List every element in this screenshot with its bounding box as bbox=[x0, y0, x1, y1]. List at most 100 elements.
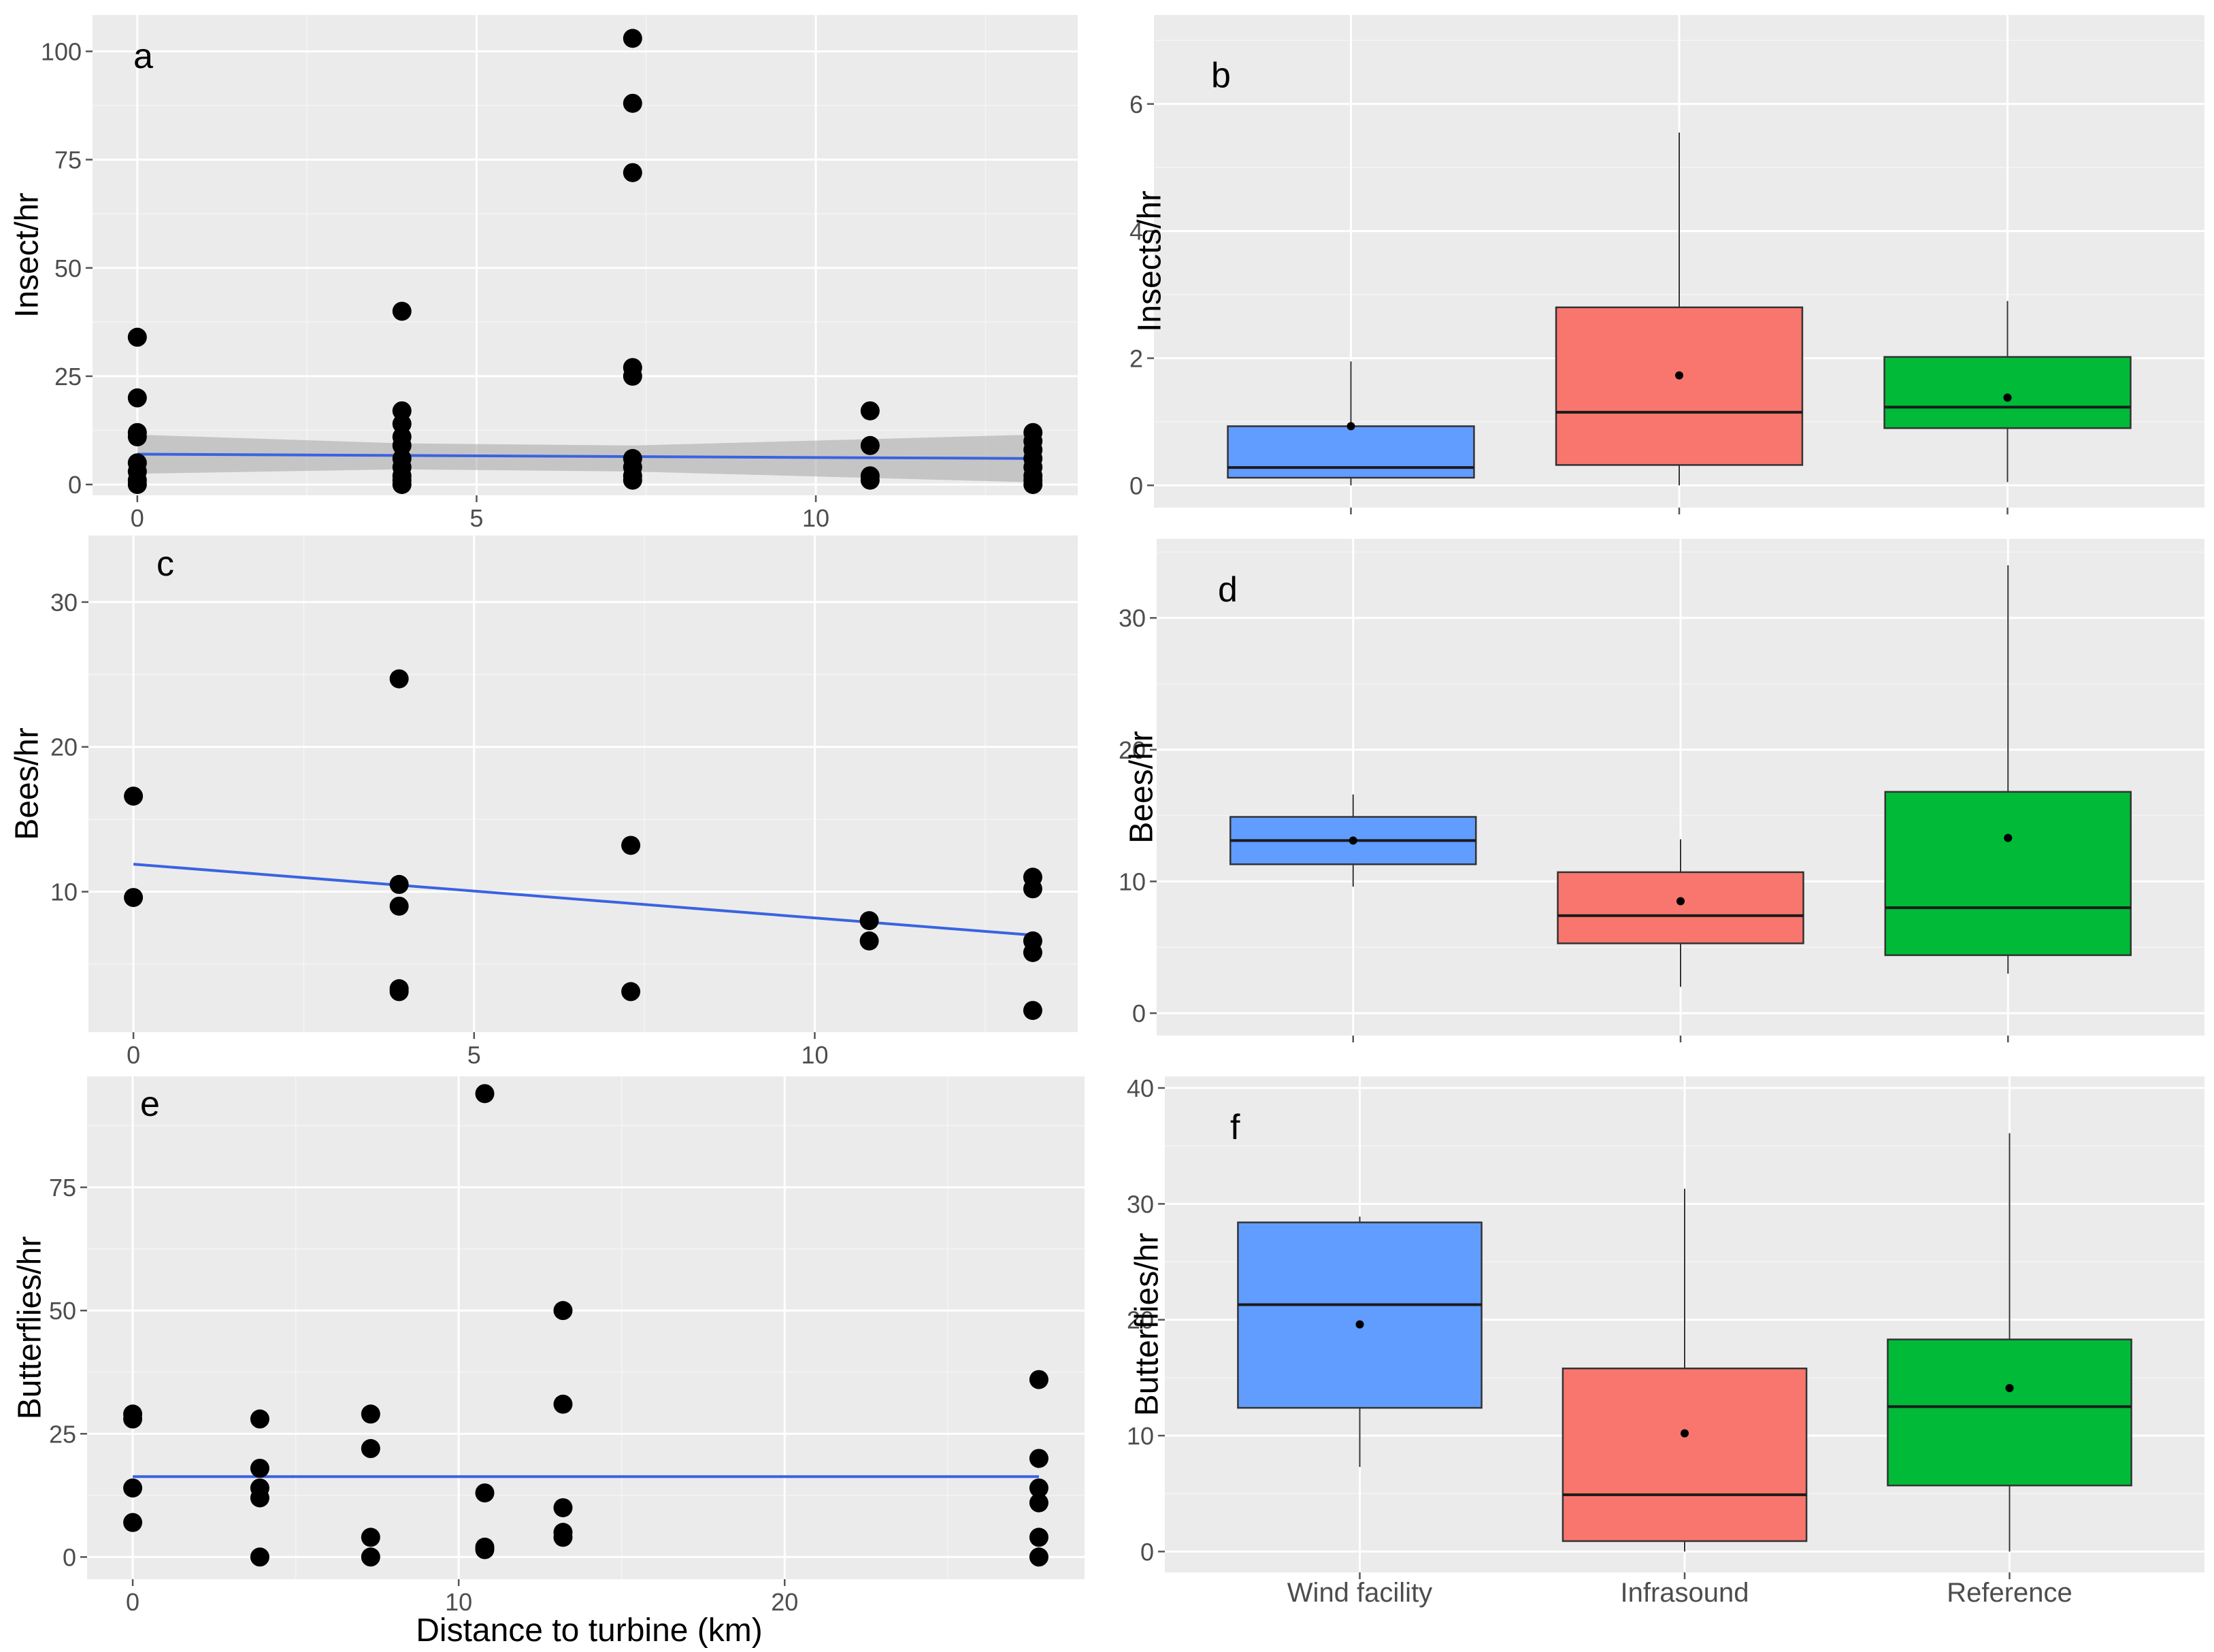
category-label: Infrasound bbox=[1620, 1578, 1749, 1608]
data-point bbox=[392, 301, 412, 321]
mean-point bbox=[1676, 897, 1685, 906]
panel-label: b bbox=[1211, 56, 1231, 95]
panel-b-insects-by-site: 0 2 4 6 b Insects/hr bbox=[1129, 15, 2204, 514]
box-infrasound bbox=[1562, 1367, 1808, 1542]
data-point bbox=[361, 1439, 380, 1459]
mean-point bbox=[2004, 833, 2013, 842]
y-tick-label: 75 bbox=[49, 1174, 76, 1202]
regression-line bbox=[137, 452, 1034, 460]
data-point bbox=[127, 475, 147, 495]
y-tick-label: 25 bbox=[54, 363, 82, 391]
y-tick-label: 0 bbox=[1140, 1538, 1154, 1566]
y-tick-label: 10 bbox=[50, 878, 78, 906]
data-point bbox=[475, 1084, 495, 1104]
data-point bbox=[250, 1547, 269, 1567]
mean-point bbox=[1346, 422, 1355, 431]
y-tick-label: 0 bbox=[1129, 472, 1143, 499]
x-tick-label: 10 bbox=[802, 504, 829, 532]
panel-label: c bbox=[156, 544, 174, 584]
plot-background bbox=[88, 535, 1078, 1032]
y-tick-label: 0 bbox=[1132, 1000, 1146, 1027]
data-point bbox=[250, 1409, 269, 1429]
data-point bbox=[623, 366, 642, 386]
y-tick-label: 20 bbox=[1119, 736, 1146, 764]
box-infrasound bbox=[1555, 306, 1804, 466]
data-point bbox=[623, 29, 642, 48]
data-point bbox=[127, 327, 147, 347]
data-point bbox=[860, 470, 880, 490]
x-tick-label: 10 bbox=[445, 1588, 472, 1616]
data-point bbox=[1029, 1478, 1048, 1498]
x-tick-label: 10 bbox=[801, 1041, 828, 1069]
x-tick-label: 0 bbox=[126, 1588, 139, 1616]
y-tick-label: 20 bbox=[50, 733, 78, 761]
y-tick-label: 20 bbox=[1127, 1306, 1154, 1334]
x-tick-label: 0 bbox=[127, 1041, 140, 1069]
data-point bbox=[361, 1404, 380, 1424]
data-point bbox=[127, 388, 147, 408]
data-point bbox=[124, 787, 144, 806]
box-infrasound bbox=[1557, 871, 1804, 944]
y-axis-title: Bees/hr bbox=[10, 727, 46, 840]
data-point bbox=[389, 896, 409, 916]
panel-label: f bbox=[1230, 1108, 1240, 1147]
x-axis-title: Distance to turbine (km) bbox=[416, 1613, 763, 1649]
mean-point bbox=[1355, 1320, 1364, 1329]
data-point bbox=[389, 982, 409, 1002]
data-point bbox=[127, 427, 147, 447]
data-point bbox=[623, 93, 642, 113]
data-point bbox=[621, 982, 641, 1002]
y-axis-title: Bees/hr bbox=[1124, 731, 1160, 843]
x-tick-label: 5 bbox=[469, 504, 483, 532]
data-point bbox=[1023, 475, 1043, 495]
box-wind-facility bbox=[1227, 425, 1475, 479]
panel-label: d bbox=[1218, 570, 1238, 610]
regression-line bbox=[133, 863, 1034, 937]
plot-background bbox=[87, 1076, 1085, 1579]
data-point bbox=[859, 911, 879, 931]
y-axis-title: Insect/hr bbox=[10, 193, 46, 318]
data-point bbox=[1029, 1493, 1048, 1513]
mean-point bbox=[1681, 1429, 1689, 1438]
box-reference bbox=[1883, 356, 2132, 429]
data-point bbox=[123, 1513, 143, 1532]
y-tick-label: 25 bbox=[49, 1420, 76, 1448]
data-point bbox=[860, 401, 880, 420]
y-tick-label: 75 bbox=[54, 146, 82, 174]
y-tick-label: 30 bbox=[1127, 1190, 1154, 1218]
data-point bbox=[250, 1488, 269, 1508]
y-tick-label: 100 bbox=[41, 37, 82, 65]
category-label: Wind facility bbox=[1287, 1578, 1432, 1608]
panel-label: e bbox=[140, 1085, 160, 1124]
data-point bbox=[623, 470, 642, 490]
data-point bbox=[1023, 942, 1042, 962]
data-point bbox=[553, 1394, 573, 1414]
y-tick-label: 6 bbox=[1129, 90, 1143, 118]
box-reference bbox=[1884, 791, 2132, 957]
data-point bbox=[1029, 1449, 1048, 1468]
y-tick-label: 30 bbox=[50, 589, 78, 616]
mean-point bbox=[1675, 371, 1683, 380]
mean-point bbox=[1349, 836, 1357, 845]
data-point bbox=[475, 1483, 495, 1503]
y-tick-label: 30 bbox=[1119, 604, 1146, 632]
panel-e-butterflies-vs-distance: 0 10 20 0 25 50 75 e Butterflies/hr Distance to t… bbox=[12, 1076, 1085, 1649]
panel-label: a bbox=[133, 37, 153, 76]
data-point bbox=[623, 163, 642, 182]
y-tick-label: 10 bbox=[1127, 1422, 1154, 1450]
y-tick-label: 0 bbox=[68, 471, 82, 499]
data-point bbox=[361, 1527, 380, 1547]
data-point bbox=[123, 1478, 143, 1498]
data-point bbox=[123, 1409, 143, 1429]
box-wind-facility bbox=[1237, 1221, 1483, 1409]
data-point bbox=[389, 669, 409, 689]
y-tick-label: 50 bbox=[54, 254, 82, 282]
data-point bbox=[361, 1547, 380, 1567]
data-point bbox=[553, 1527, 573, 1547]
data-point bbox=[1023, 1001, 1042, 1021]
y-tick-label: 40 bbox=[1127, 1074, 1154, 1102]
y-tick-label: 2 bbox=[1129, 344, 1143, 372]
mean-point bbox=[2003, 393, 2012, 402]
panel-d-bees-by-site: 0 10 20 30 d Bees/hr bbox=[1119, 539, 2204, 1042]
y-tick-label: 50 bbox=[49, 1297, 76, 1325]
